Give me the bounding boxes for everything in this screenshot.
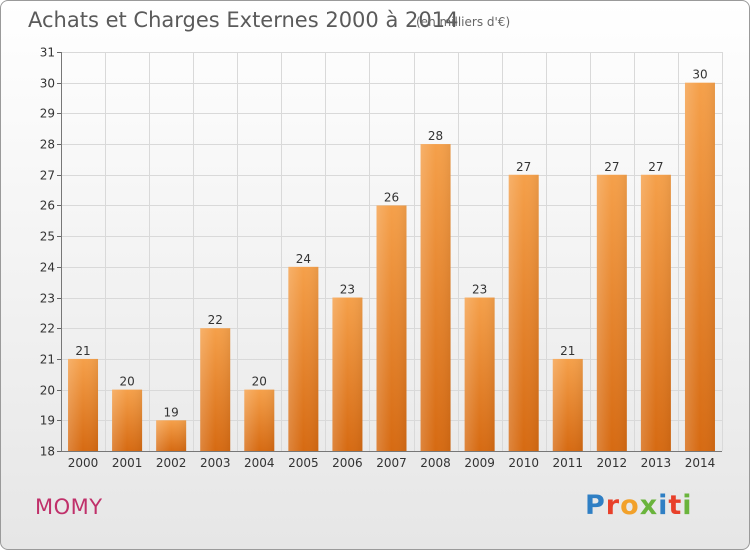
- y-tick-label: 21: [40, 353, 55, 367]
- x-tick-label: 2014: [685, 456, 716, 470]
- bar-shine: [288, 266, 319, 451]
- bar-value-label: 27: [648, 160, 663, 174]
- y-tick-label: 26: [40, 199, 55, 213]
- logo-letter: i: [658, 490, 669, 521]
- bar-shine: [68, 358, 99, 451]
- bar-shine: [244, 389, 275, 451]
- chart-subtitle: (en milliers d'€): [416, 15, 511, 29]
- x-tick-label: 2000: [68, 456, 99, 470]
- bar-shine: [464, 297, 495, 451]
- y-tick-label: 19: [40, 414, 55, 428]
- x-tick-label: 2008: [420, 456, 451, 470]
- x-tick-label: 2005: [288, 456, 319, 470]
- x-tick-label: 2012: [597, 456, 628, 470]
- bar-shine: [640, 174, 671, 451]
- bar-shine: [156, 420, 187, 451]
- bar-value-label: 30: [692, 68, 707, 82]
- bar-shine: [332, 297, 363, 451]
- x-tick-label: 2007: [376, 456, 407, 470]
- bar-shine: [508, 174, 539, 451]
- logo-letter: i: [682, 490, 693, 521]
- bar-value-label: 19: [164, 405, 179, 419]
- y-tick-label: 28: [40, 138, 55, 152]
- y-tick-label: 24: [40, 261, 55, 275]
- y-tick-label: 25: [40, 230, 55, 244]
- bar-value-label: 28: [428, 129, 443, 143]
- bar-value-label: 21: [560, 344, 575, 358]
- proxiti-logo: Proxiti: [585, 490, 693, 521]
- y-tick-label: 30: [40, 77, 55, 91]
- bar-value-label: 22: [208, 313, 223, 327]
- x-tick-label: 2013: [641, 456, 672, 470]
- commune-name: MOMY: [35, 495, 103, 519]
- x-tick-label: 2001: [112, 456, 143, 470]
- bar-shine: [552, 358, 583, 451]
- bar-shine: [596, 174, 627, 451]
- y-tick-label: 31: [40, 46, 55, 60]
- x-tick-label: 2006: [332, 456, 363, 470]
- bar-value-label: 23: [472, 283, 487, 297]
- bar-value-label: 20: [252, 375, 267, 389]
- x-tick-label: 2002: [156, 456, 187, 470]
- bar-shine: [112, 389, 143, 451]
- logo-letter: o: [620, 490, 640, 521]
- chart-title: Achats et Charges Externes 2000 à 2014: [28, 8, 459, 32]
- x-tick-label: 2009: [464, 456, 495, 470]
- bar-shine: [200, 328, 231, 451]
- bar-value-label: 27: [516, 160, 531, 174]
- bar-value-label: 26: [384, 190, 399, 204]
- y-tick-label: 18: [40, 445, 55, 459]
- logo-letter: P: [585, 490, 606, 521]
- y-tick-label: 29: [40, 107, 55, 121]
- bar-shine: [420, 144, 451, 452]
- y-tick-label: 20: [40, 384, 55, 398]
- bar-value-label: 20: [119, 375, 134, 389]
- x-tick-label: 2010: [508, 456, 539, 470]
- x-tick-label: 2004: [244, 456, 275, 470]
- bar-shine: [376, 205, 407, 451]
- bar-value-label: 21: [75, 344, 90, 358]
- y-tick-label: 23: [40, 292, 55, 306]
- bar-value-label: 23: [340, 283, 355, 297]
- logo-letter: r: [605, 490, 621, 521]
- logo-letter: x: [639, 490, 659, 521]
- y-tick-label: 27: [40, 169, 55, 183]
- x-tick-label: 2011: [552, 456, 583, 470]
- bar-value-label: 27: [604, 160, 619, 174]
- logo-letter: t: [668, 490, 683, 521]
- bar-shine: [684, 82, 715, 451]
- x-tick-label: 2003: [200, 456, 231, 470]
- y-tick-label: 22: [40, 322, 55, 336]
- bar-value-label: 24: [296, 252, 311, 266]
